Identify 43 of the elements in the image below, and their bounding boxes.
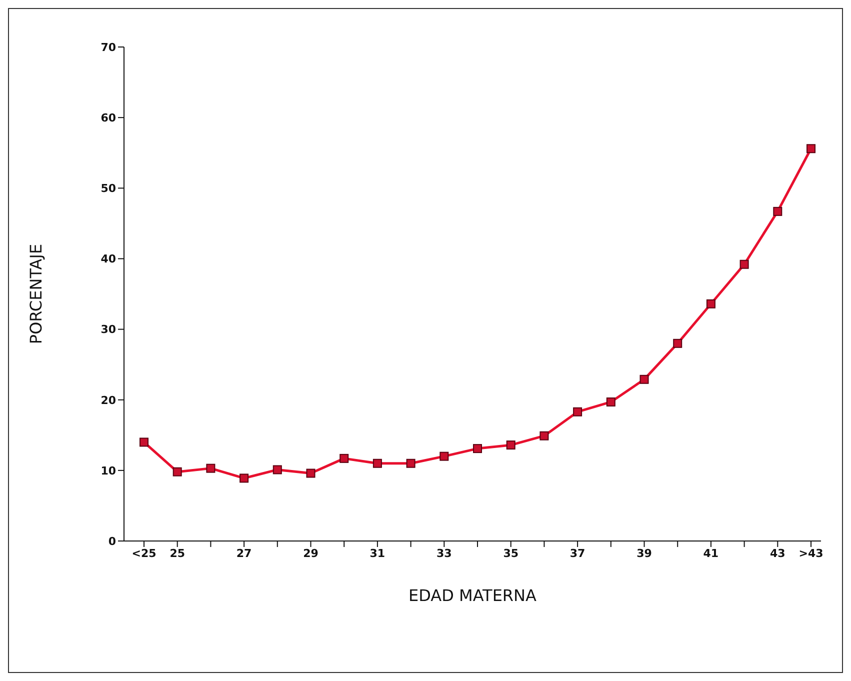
- y-tick-label: 0: [108, 534, 116, 548]
- x-tick-label: 37: [570, 546, 586, 560]
- point: [506, 440, 516, 450]
- y-tick-label: 10: [100, 464, 116, 478]
- point: [640, 374, 649, 384]
- x-axis-title: EDAD MATERNA: [408, 586, 537, 605]
- point: [406, 458, 416, 468]
- point: [740, 260, 749, 269]
- point: [306, 468, 316, 478]
- point: [240, 474, 249, 483]
- point: [372, 458, 382, 468]
- x-tick-label: 35: [503, 546, 519, 560]
- point: [340, 454, 349, 463]
- y-tick-label: 60: [100, 111, 116, 124]
- x-tick-label: 39: [636, 546, 652, 560]
- y-tick-label: 70: [100, 40, 116, 54]
- x-tick-label: >43: [798, 546, 824, 560]
- x-tick-label: 29: [303, 546, 318, 560]
- point: [473, 444, 482, 454]
- x-tick-label: 27: [236, 546, 252, 560]
- point: [673, 338, 682, 348]
- y-tick-label: 30: [100, 323, 116, 336]
- x-tick-label: 41: [703, 546, 719, 560]
- x-tick-label: 43: [770, 546, 786, 560]
- point: [806, 144, 816, 154]
- point: [440, 452, 449, 461]
- point: [573, 407, 582, 416]
- x-tick-label: 31: [370, 546, 386, 560]
- y-tick-label: 20: [100, 394, 116, 407]
- point: [272, 465, 282, 474]
- point: [540, 431, 549, 440]
- point: [773, 206, 782, 216]
- y-axis-title: PORCENTAJE: [26, 244, 46, 344]
- x-tick-label: 33: [436, 546, 452, 560]
- x-tick-label: 25: [170, 546, 186, 560]
- y-tick-label: 40: [100, 252, 116, 266]
- point: [140, 438, 148, 447]
- point: [706, 299, 716, 308]
- y-tick-label: 50: [100, 182, 116, 196]
- x-tick-label: <25: [132, 546, 156, 560]
- point: [606, 397, 616, 406]
- point: [206, 464, 216, 473]
- point: [172, 467, 182, 476]
